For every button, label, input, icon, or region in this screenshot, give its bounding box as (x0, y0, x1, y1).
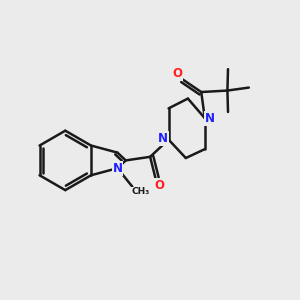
Text: O: O (172, 67, 182, 80)
Text: N: N (112, 162, 122, 175)
Text: O: O (154, 179, 164, 192)
Text: CH₃: CH₃ (131, 188, 150, 196)
Text: N: N (205, 112, 215, 125)
Text: N: N (158, 132, 168, 145)
